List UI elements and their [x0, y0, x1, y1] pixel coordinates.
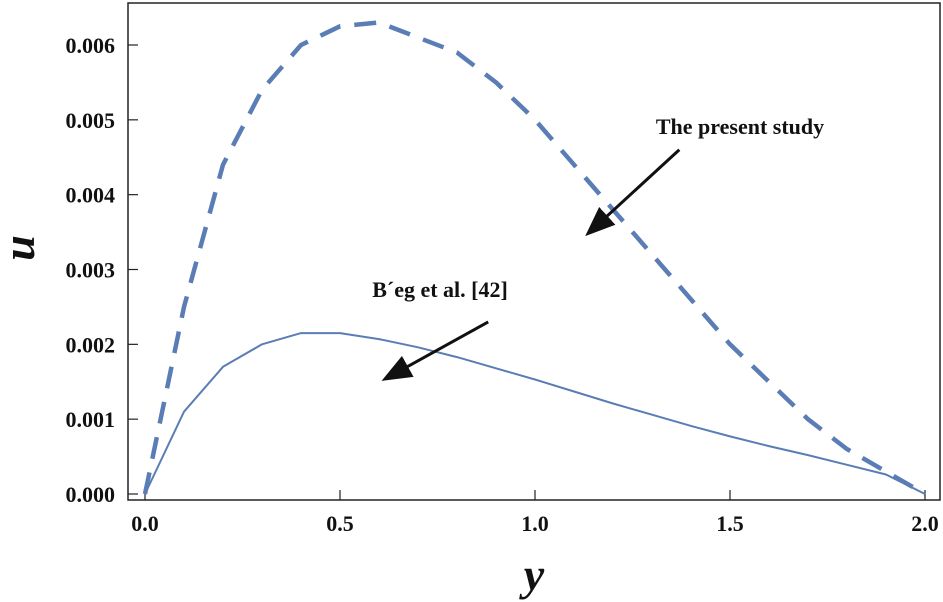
plot-frame	[127, 2, 941, 501]
y-tick-label: 0.003	[66, 258, 116, 283]
y-axis: 0.000 0.001 0.002 0.003 0.004 0.005 0.006	[66, 33, 138, 507]
annotation-arrow-beg-et-al	[381, 320, 489, 381]
y-tick-label: 0.001	[66, 407, 116, 432]
annotation-present-study: The present study	[656, 114, 824, 139]
x-tick-label: 0.0	[131, 511, 159, 536]
y-tick-label: 0.006	[66, 33, 116, 58]
x-tick-label: 0.5	[326, 511, 354, 536]
x-axis-label: y	[519, 549, 545, 600]
x-tick-label: 1.5	[716, 511, 744, 536]
y-tick-label: 0.002	[66, 332, 116, 357]
x-tick-label: 1.0	[521, 511, 549, 536]
series-line-present-study	[142, 20, 927, 496]
annotation-beg-et-al: B´eg et al. [42]	[372, 277, 508, 302]
series-group	[142, 20, 927, 496]
y-tick-label: 0.004	[66, 183, 116, 208]
annotations: The present study B´eg et al. [42]	[372, 114, 824, 381]
annotation-arrow-present-study	[585, 148, 681, 237]
x-tick-label: 2.0	[911, 511, 939, 536]
x-axis: 0.0 0.5 1.0 1.5 2.0	[131, 490, 939, 536]
y-tick-label: 0.000	[66, 482, 116, 507]
y-tick-label: 0.005	[66, 108, 116, 133]
series-line-beg-et-al	[144, 332, 926, 495]
y-axis-label: u	[0, 235, 44, 261]
